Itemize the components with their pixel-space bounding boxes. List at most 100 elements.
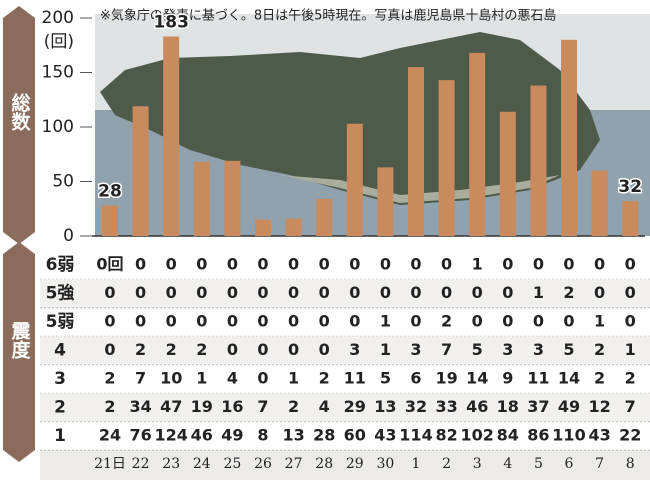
row-band	[40, 336, 650, 365]
table-cell: 16	[221, 397, 243, 416]
table-cell: 0	[227, 283, 238, 302]
x-tick-label: 25	[223, 456, 241, 472]
table-cell: 7	[441, 340, 452, 359]
table-cell: 0回	[96, 255, 123, 274]
row-label: 5弱	[46, 312, 75, 332]
table-cell: 0	[563, 312, 574, 331]
bar	[561, 39, 577, 236]
table-cell: 7	[625, 397, 636, 416]
table-cell: 0	[410, 283, 421, 302]
x-tick-label: 29	[346, 456, 364, 472]
table-cell: 0	[135, 312, 146, 331]
table-cell: 49	[558, 397, 580, 416]
table-cell: 28	[313, 426, 335, 445]
table-cell: 0	[594, 255, 605, 274]
table-cell: 2	[563, 283, 574, 302]
table-cell: 1	[288, 369, 299, 388]
table-cell: 8	[257, 426, 268, 445]
value-label: 32	[618, 177, 642, 197]
table-cell: 0	[533, 312, 544, 331]
row-band	[40, 393, 650, 422]
x-tick-label: 4	[503, 456, 512, 472]
bar	[102, 205, 118, 236]
bar	[591, 170, 608, 236]
table-cell: 13	[282, 426, 304, 445]
bar	[316, 198, 333, 236]
side-band	[3, 242, 35, 462]
table-cell: 10	[160, 369, 182, 388]
table-cell: 43	[374, 426, 396, 445]
table-cell: 0	[349, 312, 360, 331]
table-cell: 0	[625, 283, 636, 302]
table-cell: 0	[380, 255, 391, 274]
table-cell: 0	[349, 283, 360, 302]
table-cell: 0	[288, 312, 299, 331]
table-cell: 3	[533, 340, 544, 359]
table-cell: 84	[497, 426, 519, 445]
bar	[285, 218, 302, 236]
table-cell: 2	[104, 397, 115, 416]
x-tick-label: 1	[412, 456, 421, 472]
row-label: 1	[54, 426, 66, 446]
table-cell: 22	[619, 426, 641, 445]
table-cell: 0	[594, 283, 605, 302]
table-cell: 0	[135, 255, 146, 274]
table-cell: 49	[221, 426, 243, 445]
table-cell: 47	[160, 397, 182, 416]
table-cell: 1	[533, 283, 544, 302]
x-tick-label: 28	[315, 456, 333, 472]
table-cell: 14	[558, 369, 580, 388]
y-tick-label: 150	[42, 63, 74, 83]
table-cell: 76	[129, 426, 151, 445]
table-cell: 0	[533, 255, 544, 274]
row-label: 2	[54, 398, 66, 418]
x-tick-label: 7	[595, 456, 604, 472]
table-cell: 2	[135, 340, 146, 359]
table-cell: 2	[441, 312, 452, 331]
table-cell: 11	[344, 369, 366, 388]
table-cell: 2	[196, 340, 207, 359]
x-tick-label: 24	[193, 456, 211, 472]
bar	[438, 80, 455, 236]
bar	[622, 201, 639, 236]
table-cell: 0	[319, 312, 330, 331]
table-cell: 0	[257, 283, 268, 302]
table-cell: 32	[405, 397, 427, 416]
bar	[377, 167, 394, 236]
y-tick-label: 100	[42, 117, 74, 137]
table-cell: 0	[502, 312, 513, 331]
table-cell: 1	[380, 312, 391, 331]
side-label: 総数	[9, 92, 31, 132]
table-cell: 3	[502, 340, 513, 359]
side-band	[3, 6, 35, 244]
table-cell: 0	[319, 255, 330, 274]
table-cell: 2	[166, 340, 177, 359]
table-cell: 2	[594, 369, 605, 388]
table-cell: 82	[435, 426, 457, 445]
table-cell: 0	[166, 283, 177, 302]
x-tick-label: 26	[254, 456, 272, 472]
table-cell: 0	[472, 283, 483, 302]
table-cell: 1	[196, 369, 207, 388]
bar	[193, 161, 210, 236]
row-label: 3	[54, 369, 66, 389]
table-cell: 0	[288, 340, 299, 359]
bar	[530, 85, 547, 236]
bar	[469, 52, 486, 236]
table-cell: 34	[129, 397, 151, 416]
table-cell: 0	[104, 283, 115, 302]
row-label: 4	[54, 341, 66, 361]
table-cell: 0	[502, 255, 513, 274]
table-cell: 0	[104, 340, 115, 359]
table-cell: 0	[227, 312, 238, 331]
x-tick-label: 22	[132, 456, 150, 472]
x-tick-label: 5	[534, 456, 543, 472]
x-tick-label: 21日	[94, 456, 126, 472]
x-tick-label: 30	[376, 456, 394, 472]
table-cell: 1	[472, 255, 483, 274]
table-cell: 43	[588, 426, 610, 445]
table-cell: 0	[257, 312, 268, 331]
table-cell: 37	[527, 397, 549, 416]
table-cell: 1	[594, 312, 605, 331]
